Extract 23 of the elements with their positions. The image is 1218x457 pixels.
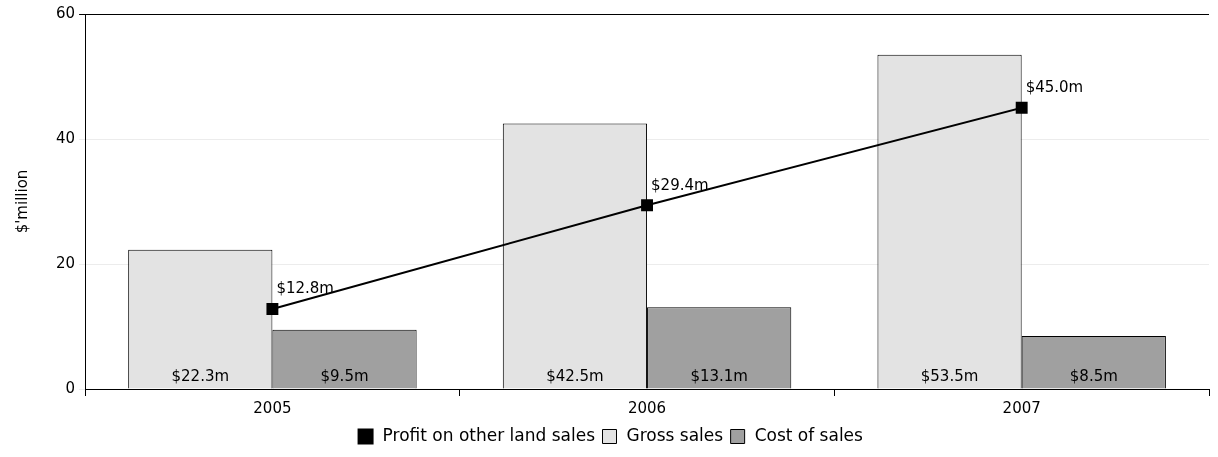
data-label: $29.4m <box>651 175 709 194</box>
data-label: $42.5m <box>546 367 604 386</box>
point <box>266 303 279 315</box>
data-label: $8.5m <box>1069 367 1118 386</box>
data-label: $45.0m <box>1025 78 1084 97</box>
legend-label: Gross sales <box>626 424 724 445</box>
x-tick-label: 2005 <box>253 398 292 417</box>
y-tick-label: 40 <box>55 128 76 147</box>
data-label: $12.8m <box>276 279 334 298</box>
data-label: $53.5m <box>920 367 979 386</box>
point <box>641 199 653 212</box>
y-tick-label: 60 <box>55 3 76 22</box>
y-tick-label: 0 <box>65 378 76 397</box>
data-label: $9.5m <box>320 367 369 386</box>
y-tick-label: 20 <box>55 253 76 272</box>
point <box>1015 101 1028 114</box>
data-label: $13.1m <box>690 367 748 386</box>
data-label: $22.3m <box>171 367 230 386</box>
y-axis-title: $'million <box>12 169 31 234</box>
legend-label: Cost of sales <box>754 424 864 445</box>
x-tick-label: 2006 <box>627 398 667 417</box>
legend-label: Profit on other land sales <box>382 424 596 445</box>
x-tick-label: 2007 <box>1002 398 1041 417</box>
